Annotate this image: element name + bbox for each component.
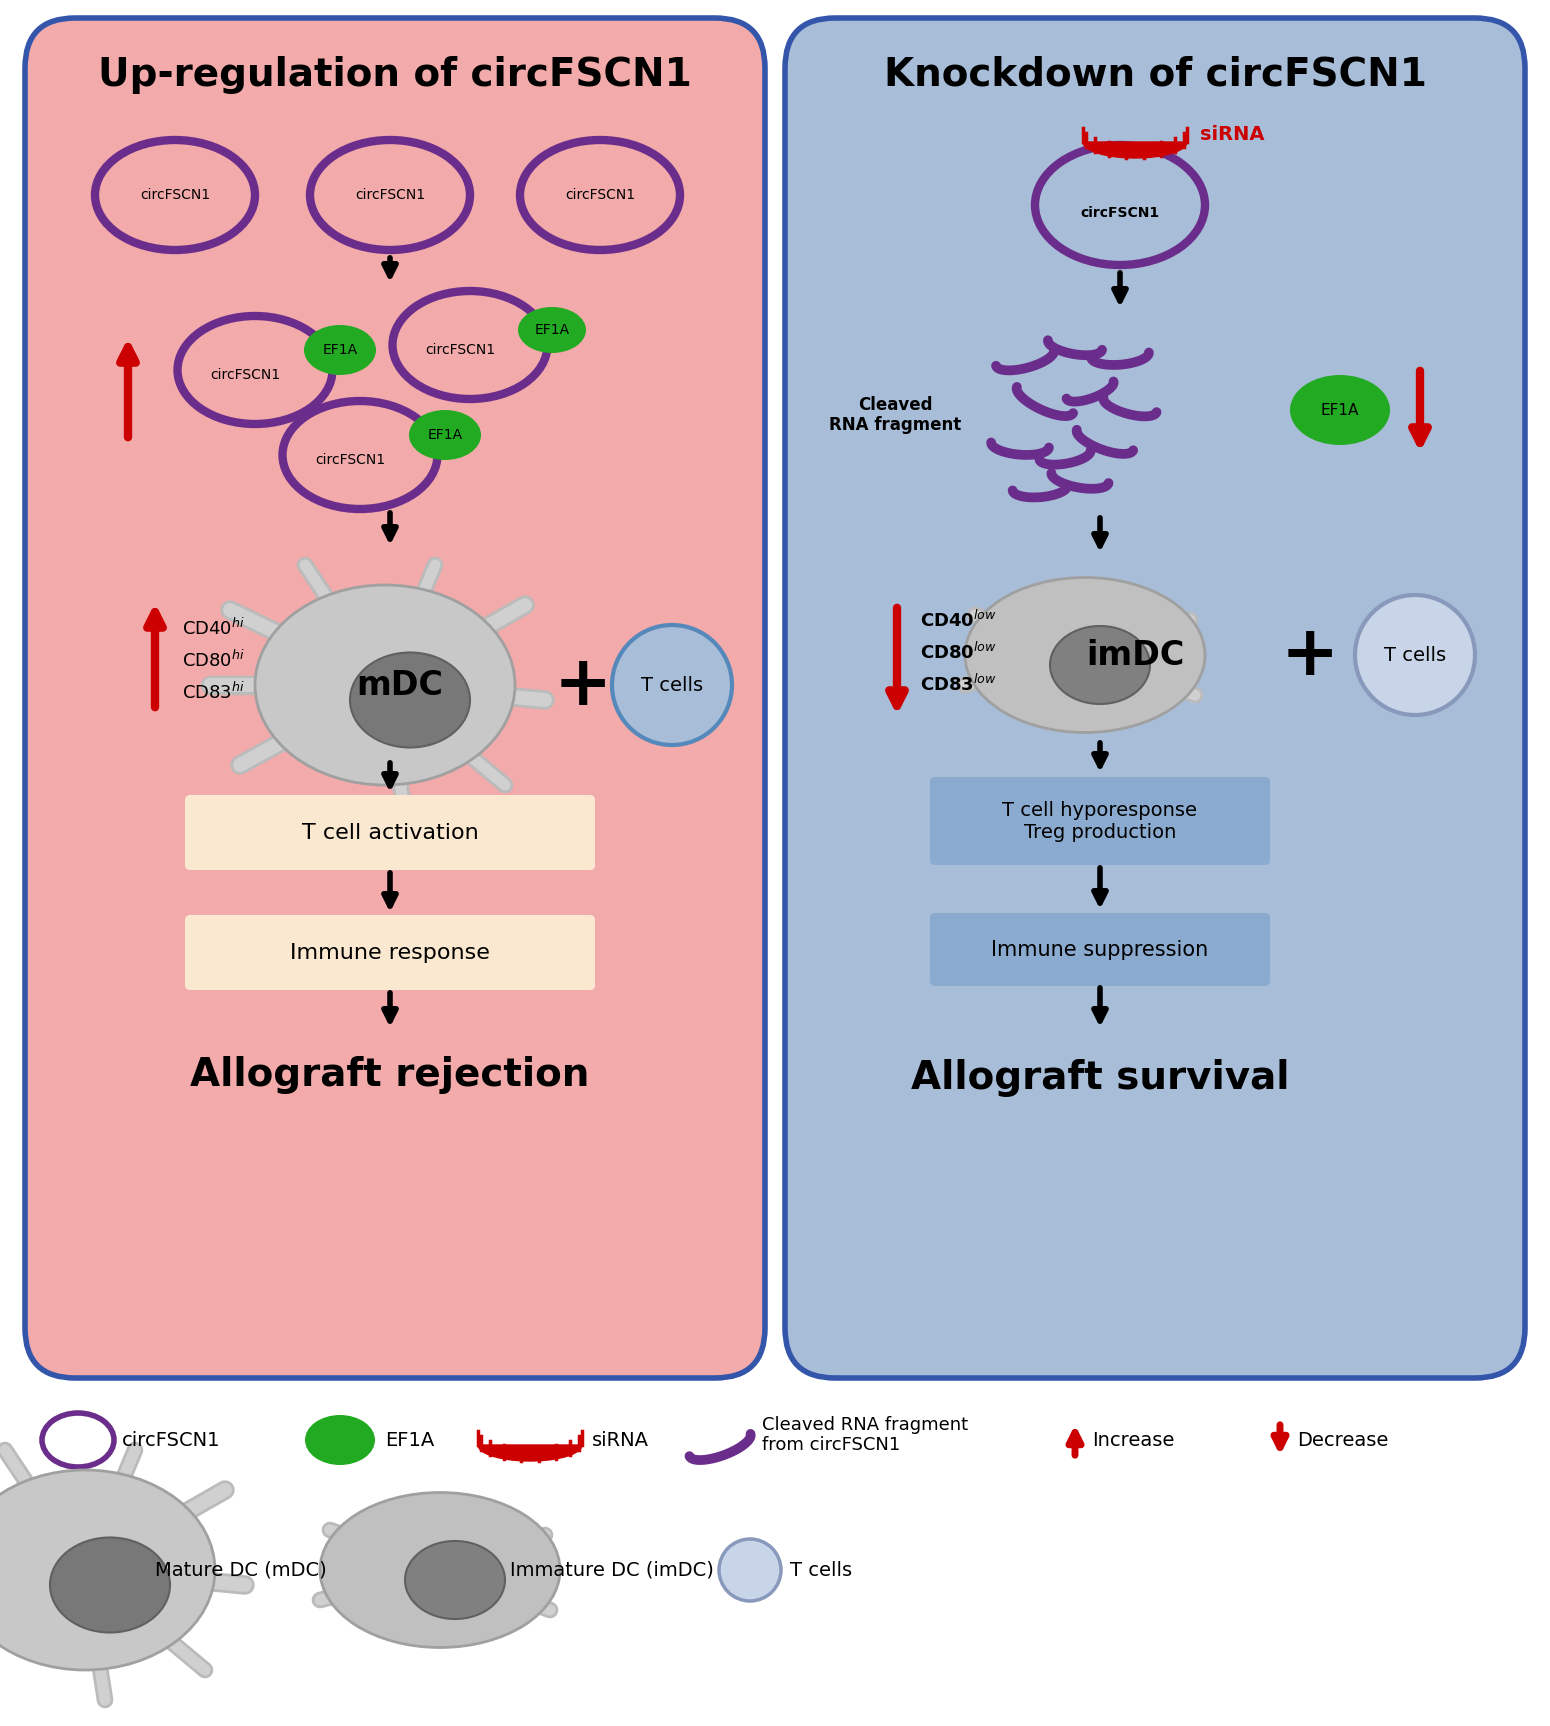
- Text: CD40$^{low}$: CD40$^{low}$: [921, 609, 997, 630]
- Ellipse shape: [405, 1541, 505, 1619]
- Text: Knockdown of circFSCN1: Knockdown of circFSCN1: [883, 55, 1426, 93]
- Ellipse shape: [178, 316, 333, 425]
- Text: imDC: imDC: [1087, 639, 1184, 671]
- Text: circFSCN1: circFSCN1: [315, 452, 384, 468]
- Text: T cells: T cells: [790, 1560, 852, 1579]
- Ellipse shape: [966, 578, 1204, 732]
- FancyBboxPatch shape: [930, 777, 1269, 865]
- Text: Immune response: Immune response: [290, 942, 490, 963]
- Text: EF1A: EF1A: [535, 323, 569, 337]
- Text: T cells: T cells: [642, 675, 704, 694]
- Text: circFSCN1: circFSCN1: [425, 343, 494, 357]
- Text: siRNA: siRNA: [1200, 124, 1265, 143]
- Text: circFSCN1: circFSCN1: [1080, 205, 1159, 219]
- Text: Immature DC (imDC): Immature DC (imDC): [510, 1560, 715, 1579]
- Text: EF1A: EF1A: [428, 428, 462, 442]
- Text: CD83$^{hi}$: CD83$^{hi}$: [181, 682, 245, 702]
- FancyBboxPatch shape: [784, 17, 1525, 1377]
- Ellipse shape: [612, 625, 732, 746]
- Ellipse shape: [1355, 595, 1476, 715]
- Ellipse shape: [305, 1415, 375, 1465]
- Text: EF1A: EF1A: [322, 343, 358, 357]
- FancyBboxPatch shape: [930, 913, 1269, 986]
- Ellipse shape: [518, 307, 586, 354]
- Text: circFSCN1: circFSCN1: [209, 368, 281, 381]
- Ellipse shape: [282, 400, 437, 509]
- Text: +: +: [553, 651, 612, 718]
- Ellipse shape: [1049, 627, 1150, 704]
- Ellipse shape: [1035, 145, 1204, 266]
- Text: Up-regulation of circFSCN1: Up-regulation of circFSCN1: [98, 55, 691, 93]
- Ellipse shape: [256, 585, 515, 785]
- Ellipse shape: [42, 1414, 115, 1467]
- Ellipse shape: [304, 324, 377, 375]
- Text: Mature DC (mDC): Mature DC (mDC): [155, 1560, 327, 1579]
- Text: CD80$^{hi}$: CD80$^{hi}$: [181, 649, 245, 671]
- Ellipse shape: [95, 140, 256, 250]
- Text: circFSCN1: circFSCN1: [355, 188, 425, 202]
- Ellipse shape: [519, 140, 680, 250]
- FancyBboxPatch shape: [25, 17, 766, 1377]
- Text: T cells: T cells: [1384, 646, 1446, 665]
- Text: Increase: Increase: [1093, 1431, 1175, 1450]
- Text: T cell hyporesponse
Treg production: T cell hyporesponse Treg production: [1003, 801, 1198, 842]
- Polygon shape: [1083, 142, 1187, 159]
- Text: EF1A: EF1A: [1321, 402, 1359, 418]
- Ellipse shape: [310, 140, 470, 250]
- Text: siRNA: siRNA: [592, 1431, 649, 1450]
- Text: circFSCN1: circFSCN1: [122, 1431, 220, 1450]
- Text: +: +: [1280, 621, 1339, 689]
- Ellipse shape: [50, 1538, 170, 1633]
- Text: CD80$^{low}$: CD80$^{low}$: [921, 642, 997, 663]
- Text: Cleaved
RNA fragment: Cleaved RNA fragment: [829, 395, 961, 435]
- FancyBboxPatch shape: [184, 796, 595, 870]
- Text: circFSCN1: circFSCN1: [140, 188, 211, 202]
- Ellipse shape: [392, 292, 547, 399]
- Text: CD40$^{hi}$: CD40$^{hi}$: [181, 618, 245, 639]
- Text: T cell activation: T cell activation: [302, 823, 479, 842]
- Ellipse shape: [350, 652, 470, 747]
- Polygon shape: [477, 1445, 581, 1460]
- Text: CD83$^{low}$: CD83$^{low}$: [921, 673, 997, 694]
- Text: Allograft survival: Allograft survival: [911, 1060, 1290, 1098]
- Text: mDC: mDC: [356, 668, 443, 701]
- Text: Immune suppression: Immune suppression: [992, 941, 1209, 960]
- Text: circFSCN1: circFSCN1: [564, 188, 635, 202]
- Ellipse shape: [0, 1471, 215, 1671]
- Ellipse shape: [719, 1540, 781, 1602]
- Text: EF1A: EF1A: [384, 1431, 434, 1450]
- Text: Cleaved RNA fragment
from circFSCN1: Cleaved RNA fragment from circFSCN1: [763, 1415, 969, 1455]
- Text: Decrease: Decrease: [1297, 1431, 1389, 1450]
- Ellipse shape: [1290, 375, 1390, 445]
- Ellipse shape: [319, 1493, 560, 1648]
- Ellipse shape: [409, 411, 480, 461]
- Text: Allograft rejection: Allograft rejection: [191, 1056, 589, 1094]
- FancyBboxPatch shape: [184, 915, 595, 991]
